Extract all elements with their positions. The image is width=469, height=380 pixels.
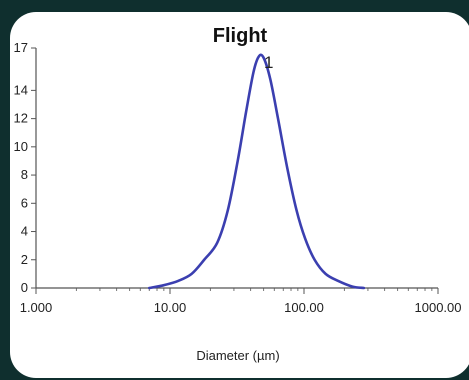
x-axis-ticks: 1.000 10.00 100.00 1000.00 [20,288,462,315]
y-tick-label: 10 [14,139,28,154]
x-tick-label: 10.00 [154,300,187,315]
chart-card: Flight 0 2 4 6 8 10 12 14 17 1.000 10.00 100.00 100… [10,12,469,378]
axes [35,48,438,289]
y-axis-ticks: 0 2 4 6 8 10 12 14 17 [14,40,36,295]
x-tick-label: 100.00 [284,300,324,315]
y-tick-label: 2 [21,252,28,267]
series-line [147,53,366,290]
particle-size-chart: Flight 0 2 4 6 8 10 12 14 17 1.000 10.00 100.00 100… [14,25,462,363]
y-tick-label: 8 [21,167,28,182]
series-group [147,53,366,290]
x-tick-label: 1.000 [20,300,53,315]
y-tick-label: 0 [21,280,28,295]
y-tick-label: 4 [21,224,28,239]
chart-title: Flight [213,25,268,47]
y-tick-label: 14 [14,82,28,97]
y-tick-label: 12 [14,111,28,126]
peak-annotation: 1 [264,53,273,72]
x-axis-label: Diameter (µm) [196,348,279,363]
y-tick-label: 6 [21,195,28,210]
y-tick-label: 17 [14,40,28,55]
x-tick-label: 1000.00 [415,300,462,315]
